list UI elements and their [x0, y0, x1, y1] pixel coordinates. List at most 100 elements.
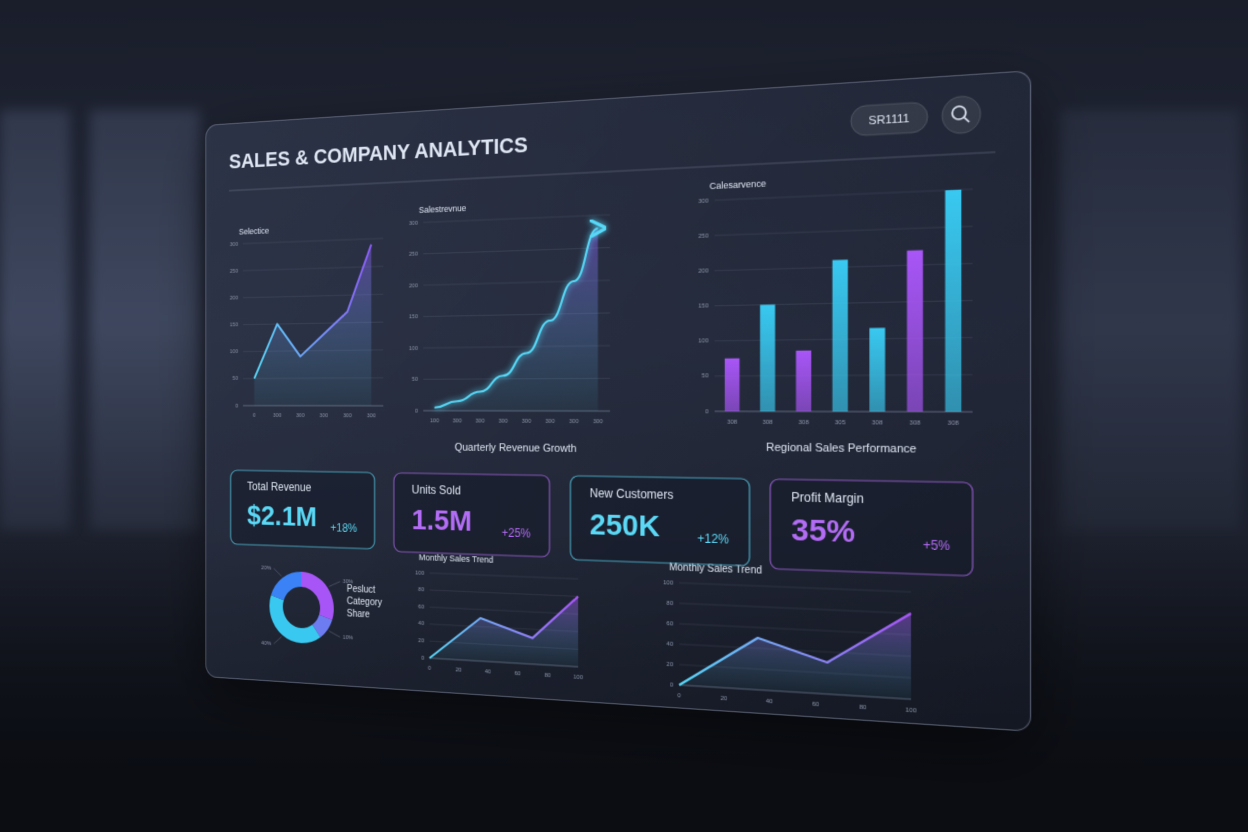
chart-title: Monthly Sales Trend [419, 552, 494, 565]
y-tick-label: 50 [412, 377, 418, 383]
dashboard: SALES & COMPANY ANALYTICS SR1111 Selecti… [206, 71, 1030, 730]
x-tick-label: 300 [296, 413, 304, 419]
kpi-change: +25% [502, 527, 531, 540]
kpi-label: Total Revenue [247, 481, 311, 494]
chart-title: Selectice [239, 226, 269, 237]
x-tick-label: 300 [367, 413, 376, 419]
dashboard-title: SALES & COMPANY ANALYTICS [229, 133, 528, 173]
kpi-label: New Customers [590, 488, 674, 503]
y-tick-label: 0 [421, 655, 424, 661]
chart-title: Salestrevnue [419, 203, 467, 215]
y-tick-label: 40 [667, 641, 674, 648]
grid-line [430, 607, 579, 614]
window [0, 110, 70, 530]
y-tick-label: 150 [409, 314, 418, 320]
x-tick-label: 40 [485, 669, 491, 676]
x-tick-label: 300 [343, 413, 352, 419]
chart-title: Monthly Sales Trend [669, 561, 762, 575]
x-tick-label: 300 [569, 418, 579, 424]
y-tick-label: 80 [667, 600, 674, 607]
x-tick-label: 0 [253, 412, 256, 418]
y-tick-label: 20 [667, 661, 674, 668]
y-tick-label: 150 [698, 303, 708, 310]
x-tick-label: 60 [514, 670, 520, 677]
grid-line [430, 590, 579, 596]
x-tick-label: 80 [544, 672, 550, 679]
y-tick-label: 200 [230, 295, 238, 301]
leader-line [274, 568, 282, 576]
leader-line [329, 581, 340, 587]
chart-caption: Regional Sales Performance [766, 442, 917, 456]
y-tick-label: 60 [418, 604, 424, 610]
x-tick-label: 20 [720, 695, 727, 702]
x-tick-label: 300 [475, 418, 484, 424]
kpi-change: +18% [330, 522, 357, 535]
donut-segment [269, 594, 321, 645]
bar [760, 304, 776, 412]
kpi-change: +5% [923, 539, 950, 554]
y-tick-label: 0 [235, 403, 238, 409]
y-tick-label: 250 [698, 233, 708, 240]
donut-title: Pesluct Category Share [346, 584, 383, 621]
y-tick-label: 300 [230, 241, 238, 247]
leader-line [329, 631, 340, 637]
y-tick-label: 0 [670, 682, 673, 689]
x-tick-label: 0 [428, 665, 431, 671]
bar [795, 350, 812, 412]
y-tick-label: 20 [418, 638, 424, 644]
dashboard-panel: SALES & COMPANY ANALYTICS SR1111 Selecti… [205, 70, 1031, 732]
x-tick-label: 0 [678, 692, 681, 699]
search-button[interactable] [942, 95, 980, 134]
y-tick-label: 100 [415, 570, 424, 577]
grid-line [715, 226, 973, 235]
x-tick-label: 308 [798, 419, 809, 426]
x-tick-label: 80 [859, 704, 866, 711]
x-tick-label: 300 [453, 418, 462, 424]
y-tick-label: 60 [667, 620, 674, 627]
x-tick-label: 300 [498, 418, 507, 424]
y-tick-label: 100 [663, 579, 673, 586]
y-tick-label: 100 [230, 349, 238, 355]
bar [724, 358, 740, 412]
leader-line [274, 636, 282, 644]
y-tick-label: 300 [698, 198, 708, 205]
kpi-label: Units Sold [412, 484, 461, 497]
data-label: 20% [261, 565, 271, 571]
y-tick-label: 250 [230, 268, 238, 274]
kpi-card [770, 479, 972, 576]
kpi-card [394, 473, 550, 557]
x-tick-label: 40 [766, 698, 773, 705]
x-tick-label: 300 [545, 418, 554, 424]
x-tick-label: 300 [522, 418, 531, 424]
y-tick-label: 250 [409, 251, 418, 257]
x-tick-label: 60 [812, 701, 819, 708]
y-tick-label: 100 [409, 345, 418, 351]
grid-line [715, 189, 973, 200]
y-tick-label: 200 [409, 283, 418, 289]
x-tick-label: 308 [727, 419, 737, 426]
y-tick-label: 100 [698, 338, 708, 345]
y-tick-label: 50 [233, 376, 238, 382]
search-text[interactable]: SR1111 [869, 113, 910, 128]
x-tick-label: 305 [835, 419, 846, 426]
chart-title: Calesarvence [710, 178, 767, 192]
data-label: 10% [343, 635, 353, 642]
grid-line [679, 583, 911, 592]
y-tick-label: 0 [705, 409, 708, 416]
y-tick-label: 40 [418, 621, 424, 627]
grid-line [243, 238, 383, 243]
y-tick-label: 50 [702, 373, 709, 380]
grid-line [423, 215, 610, 223]
kpi-value: 35% [791, 512, 855, 549]
x-tick-label: 308 [909, 420, 920, 427]
donut-segment [301, 571, 334, 621]
kpi-label: Profit Margin [791, 492, 864, 507]
data-label: 30% [343, 579, 353, 586]
bar [906, 250, 923, 412]
kpi-change: +12% [697, 533, 729, 547]
y-tick-label: 300 [409, 220, 418, 227]
kpi-value: 250K [590, 507, 661, 542]
x-tick-label: 308 [872, 419, 883, 426]
